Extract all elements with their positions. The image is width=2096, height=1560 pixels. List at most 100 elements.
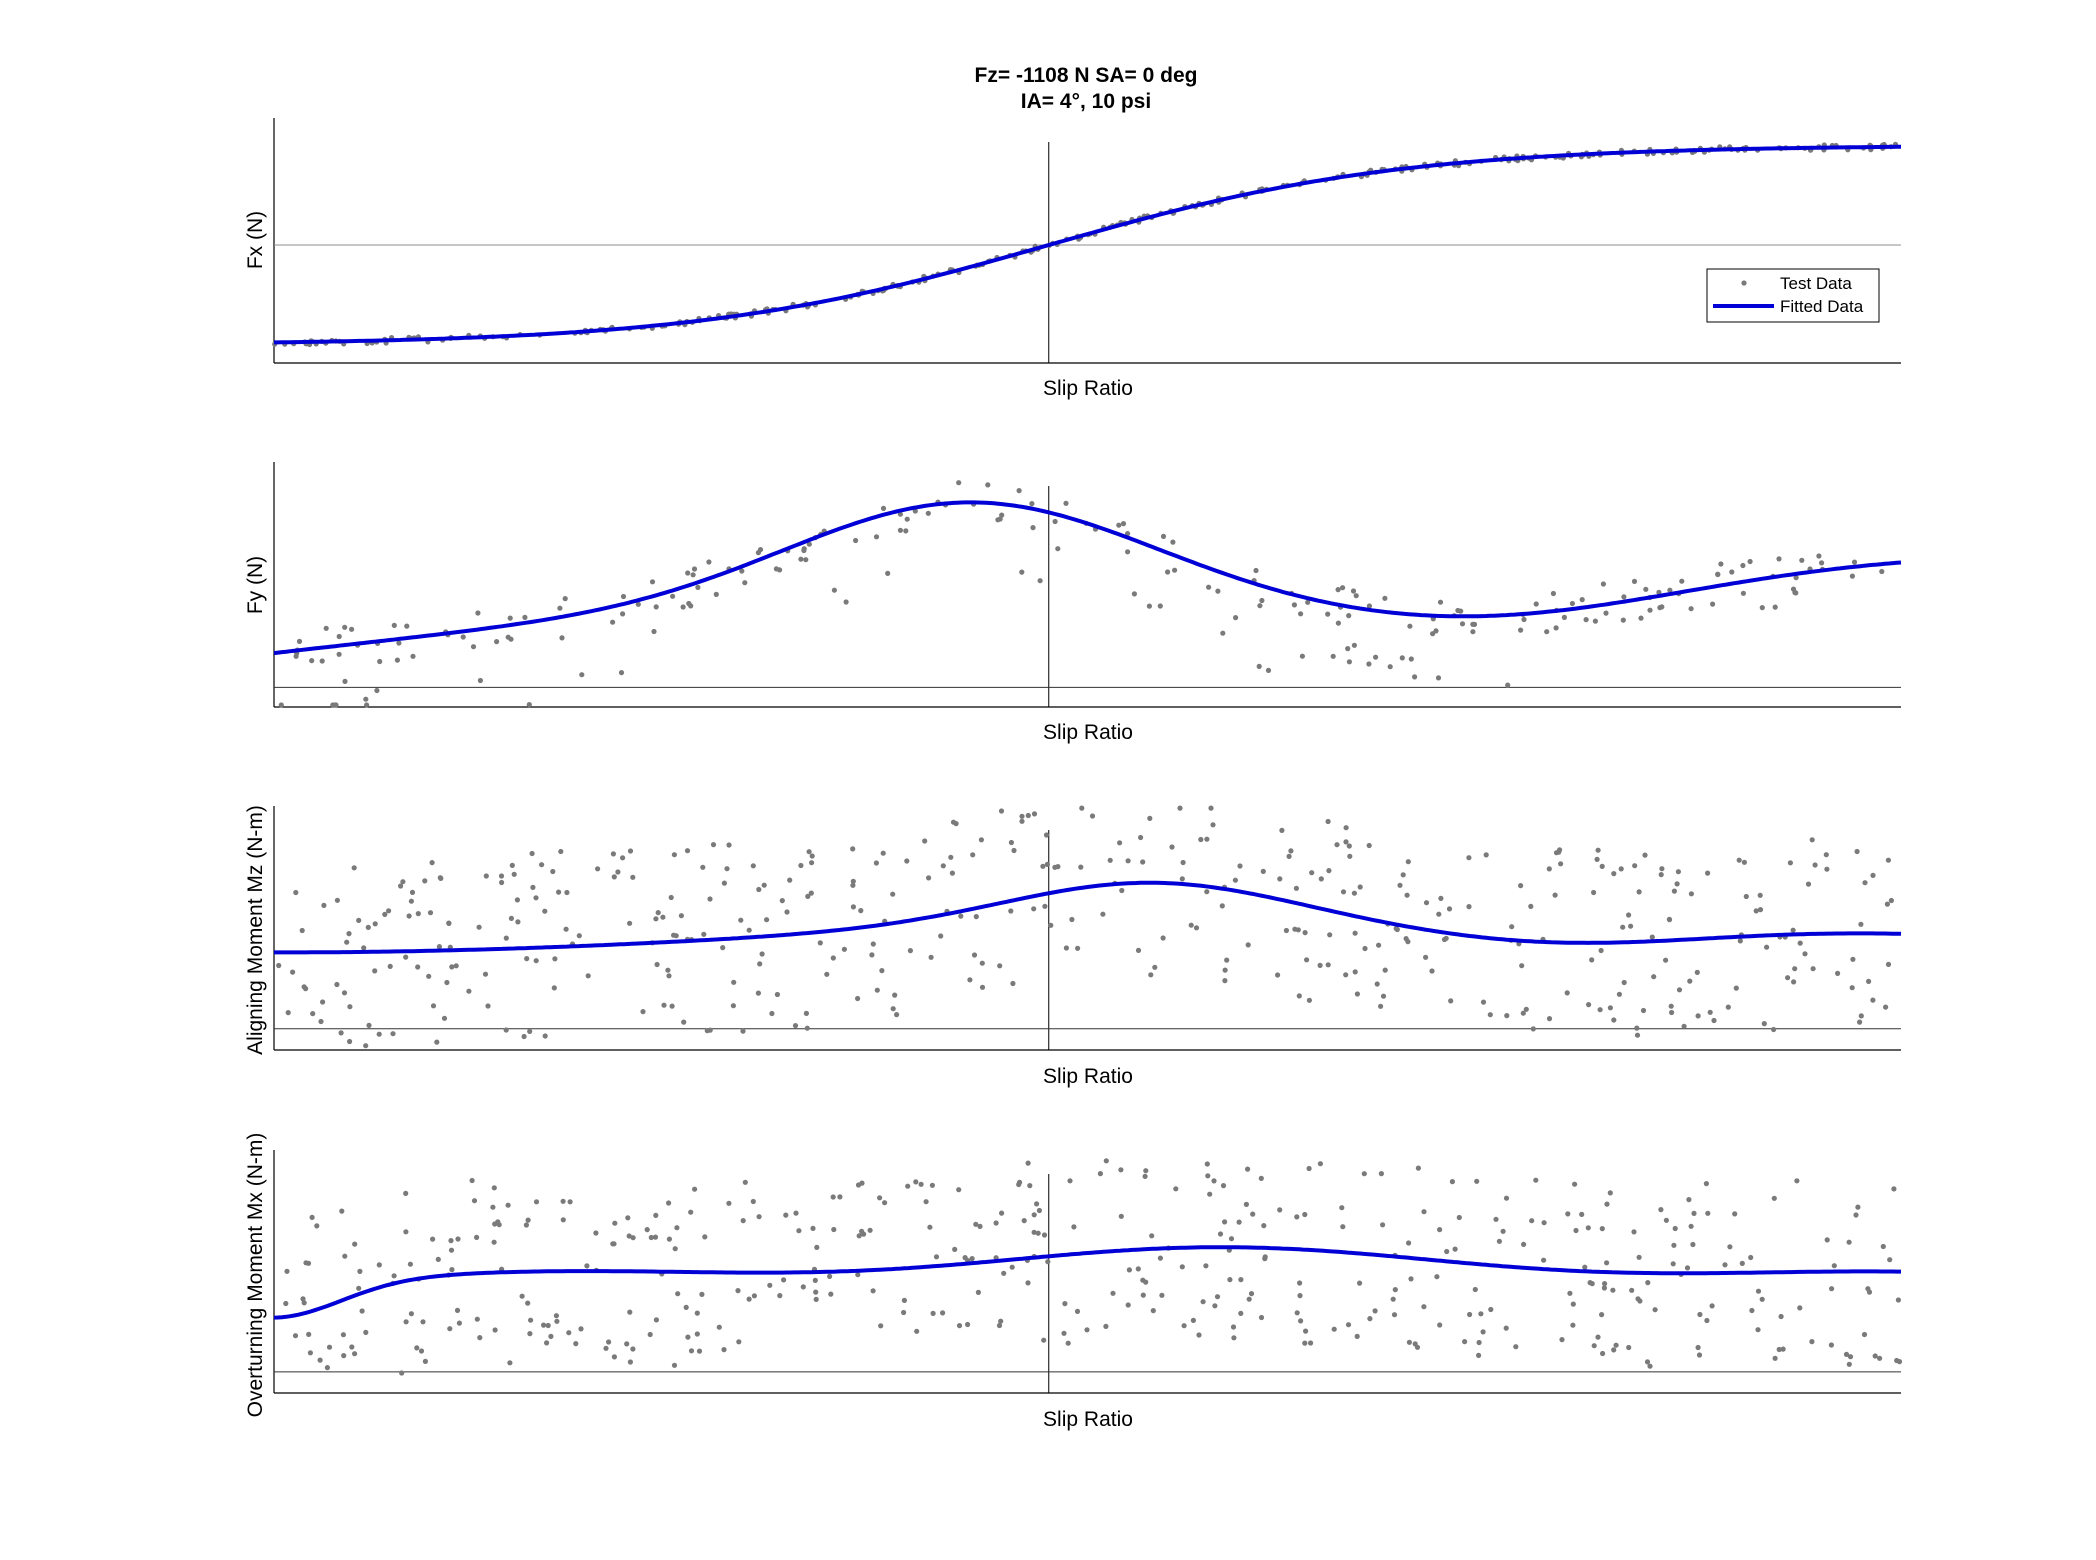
test-data-point	[1675, 869, 1681, 875]
test-data-point	[1055, 546, 1061, 552]
test-data-point	[1528, 903, 1534, 910]
test-data-point	[1541, 1257, 1547, 1263]
test-data-point	[593, 1230, 599, 1236]
fx-subplot: Slip Ratio Fx (N)	[244, 118, 1901, 400]
test-data-point	[1135, 1266, 1141, 1272]
test-data-point	[1237, 863, 1243, 869]
test-data-point	[1857, 1019, 1863, 1025]
test-data-point	[1016, 488, 1022, 494]
test-data-point	[626, 1233, 632, 1239]
test-data-point	[1374, 981, 1380, 987]
test-data-point	[1764, 944, 1770, 950]
test-data-point	[1513, 1344, 1519, 1350]
test-data-point	[1634, 1032, 1641, 1038]
test-data-point	[853, 537, 859, 544]
test-data-point	[1634, 1025, 1640, 1031]
test-data-point	[1757, 907, 1764, 913]
test-data-point	[563, 926, 569, 932]
test-data-point	[696, 1348, 703, 1354]
test-data-point	[1480, 999, 1487, 1005]
test-data-point	[474, 1234, 480, 1240]
test-data-point	[341, 1353, 347, 1359]
test-data-point	[1382, 595, 1388, 601]
test-data-point	[527, 1331, 533, 1337]
test-data-point	[356, 1285, 362, 1291]
test-data-point	[627, 1309, 633, 1315]
test-data-point	[1853, 1212, 1859, 1218]
test-data-point	[508, 915, 514, 922]
test-data-point	[447, 1326, 453, 1332]
test-data-point	[1579, 1211, 1585, 1217]
test-data-point	[1695, 1344, 1701, 1351]
test-data-point	[666, 973, 672, 979]
test-data-point	[793, 1210, 799, 1216]
test-data-point	[1157, 1255, 1163, 1261]
test-data-point	[1805, 881, 1812, 887]
test-data-point	[1455, 607, 1461, 614]
test-data-point	[552, 956, 558, 962]
test-data-point	[1649, 934, 1655, 940]
test-data-point	[342, 1253, 348, 1259]
test-data-point	[704, 1028, 710, 1034]
test-data-point	[526, 702, 532, 708]
test-data-point	[856, 1233, 862, 1239]
test-data-point	[784, 909, 790, 915]
test-data-point	[874, 987, 880, 993]
test-data-point	[1346, 843, 1352, 849]
test-data-point	[710, 842, 717, 848]
test-data-point	[926, 875, 932, 881]
test-data-point	[1210, 822, 1216, 828]
test-data-point	[1847, 1354, 1854, 1360]
test-data-point	[850, 878, 856, 884]
test-data-point	[1366, 661, 1372, 667]
test-data-point	[351, 865, 357, 871]
test-data-point	[427, 910, 434, 916]
test-data-point	[527, 1028, 533, 1034]
test-data-point	[1019, 569, 1025, 575]
test-data-point	[363, 696, 369, 702]
fy-ylabel: Fy (N)	[244, 556, 267, 614]
test-data-point	[1611, 1017, 1617, 1023]
test-data-point	[1487, 1012, 1493, 1018]
test-data-point	[843, 599, 849, 605]
test-data-point	[1570, 1322, 1576, 1328]
test-data-point	[1595, 1334, 1601, 1340]
test-data-point	[1179, 1264, 1185, 1270]
test-data-point	[1325, 818, 1331, 825]
test-data-point	[736, 1339, 742, 1345]
test-data-point	[1866, 978, 1872, 985]
test-data-point	[914, 1328, 920, 1334]
test-data-point	[740, 1218, 746, 1224]
test-data-point	[1008, 908, 1014, 914]
test-data-point	[409, 889, 416, 896]
test-data-point	[973, 1221, 979, 1227]
test-data-point	[949, 870, 956, 876]
test-data-point	[624, 1341, 630, 1347]
test-data-point	[352, 1351, 358, 1357]
test-data-point	[556, 889, 562, 895]
test-data-point	[1204, 1161, 1210, 1167]
test-data-point	[1550, 590, 1556, 597]
test-data-point	[1179, 876, 1185, 882]
test-data-point	[344, 939, 350, 945]
test-data-point	[828, 1291, 834, 1297]
test-data-point	[688, 603, 694, 609]
test-data-point	[971, 952, 978, 958]
test-data-point	[1591, 889, 1597, 896]
test-data-point	[323, 625, 329, 631]
test-data-point	[1306, 1165, 1312, 1172]
test-data-point	[1647, 1363, 1653, 1369]
test-data-point	[953, 821, 959, 827]
test-data-point	[550, 868, 556, 875]
test-data-point	[781, 1277, 787, 1283]
test-data-point	[880, 850, 886, 856]
test-data-point	[1591, 1343, 1597, 1349]
test-data-point	[1291, 602, 1297, 608]
test-data-point	[993, 1220, 999, 1226]
test-data-point	[382, 911, 388, 918]
test-data-point	[1604, 1260, 1610, 1266]
test-data-point	[1503, 1195, 1510, 1201]
test-data-point	[1771, 1026, 1777, 1033]
test-data-point	[1504, 1013, 1510, 1019]
test-data-point	[804, 1025, 810, 1031]
